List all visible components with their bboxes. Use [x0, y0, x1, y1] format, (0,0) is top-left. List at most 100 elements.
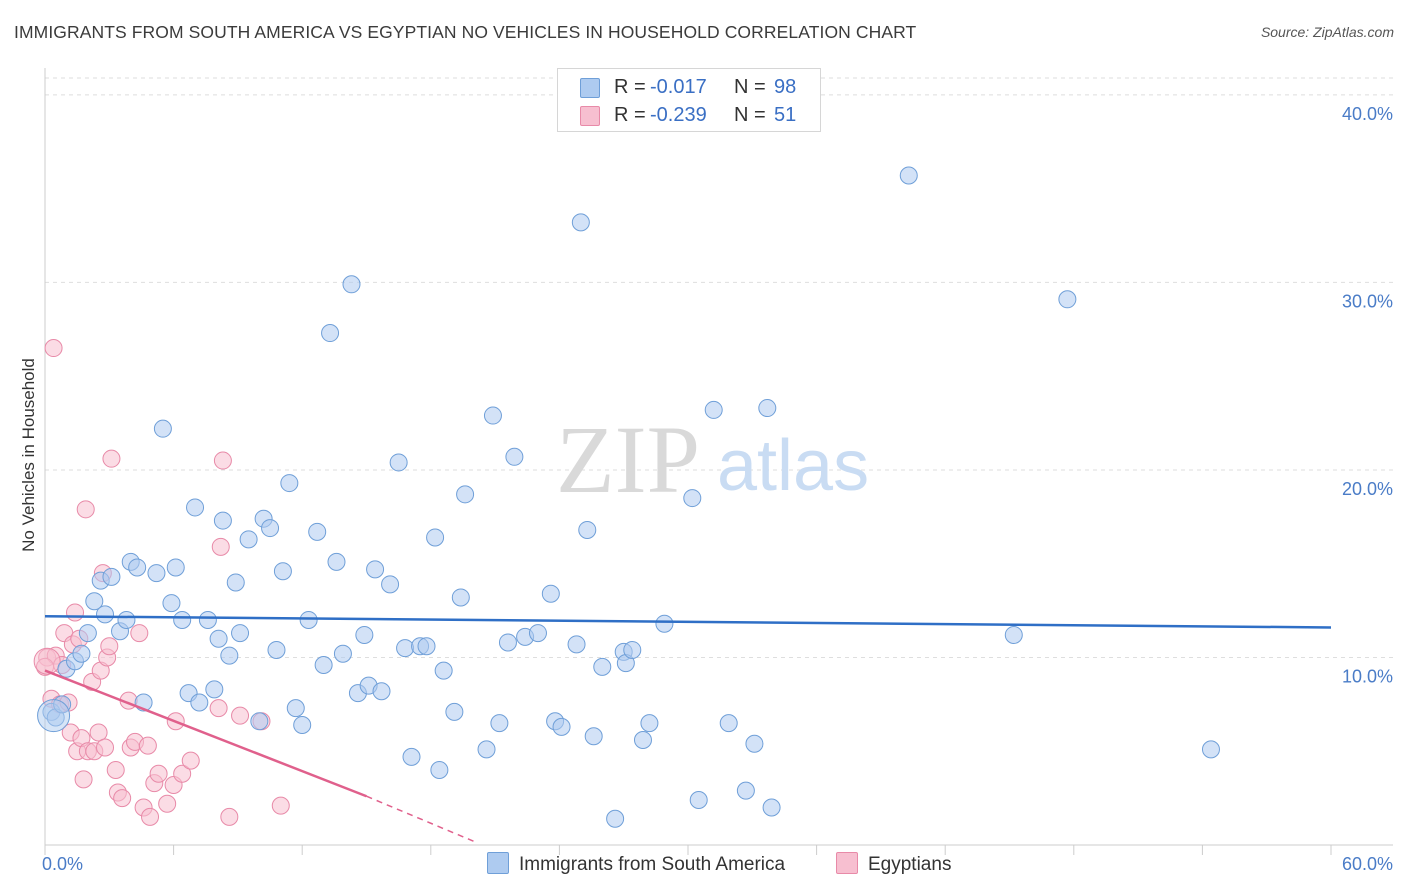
- south-america-point: [541, 584, 560, 603]
- south-america-point: [381, 575, 400, 594]
- egyptian-point: [220, 807, 239, 826]
- south-america-point: [231, 624, 250, 643]
- south-america-point: [102, 567, 121, 586]
- south-america-point: [117, 610, 136, 629]
- south-america-point: [571, 213, 590, 232]
- egyptian-point: [213, 451, 232, 470]
- y-tick-label: 20.0%: [1342, 479, 1393, 499]
- south-america-point: [456, 485, 475, 504]
- south-america-point: [736, 781, 755, 800]
- legend-r-label: R =: [614, 76, 646, 98]
- egyptian-point: [66, 603, 85, 622]
- y-tick-label: 40.0%: [1342, 104, 1393, 124]
- y-tick-label: 30.0%: [1342, 291, 1393, 311]
- south-america-point: [426, 528, 445, 547]
- south-america-point: [205, 680, 224, 699]
- south-america-point: [372, 682, 391, 701]
- egyptian-point: [100, 637, 119, 656]
- south-america-point: [293, 715, 312, 734]
- south-america-point: [623, 640, 642, 659]
- egyptian-point: [130, 624, 149, 643]
- watermark: ZIP atlas: [556, 406, 869, 513]
- legend-r-value: -0.239: [650, 104, 707, 126]
- south-america-point: [198, 610, 217, 629]
- egyptian-point: [44, 339, 63, 358]
- south-america-point: [490, 714, 509, 733]
- south-america-point: [689, 790, 708, 809]
- x-tick-label: 60.0%: [1342, 854, 1393, 874]
- south-america-point: [584, 727, 603, 746]
- south-america-point: [445, 702, 464, 721]
- south-america-point: [505, 447, 524, 466]
- correlation-legend: R = -0.017 N = 98 R = -0.239 N = 51: [557, 68, 821, 132]
- south-america-point: [186, 498, 205, 517]
- south-america-point: [762, 798, 781, 817]
- south-america-points: [37, 166, 1220, 828]
- south-america-point: [213, 511, 232, 530]
- south-america-point: [389, 453, 408, 472]
- south-america-point: [483, 406, 502, 425]
- bottom-legend-swatch-blue: [487, 852, 509, 874]
- legend-n-value: 98: [774, 76, 797, 98]
- south-america-point: [567, 635, 586, 654]
- south-america-point: [758, 399, 777, 418]
- south-america-point: [578, 520, 597, 539]
- egyptians-trend-extension: [366, 795, 474, 842]
- south-america-point: [333, 644, 352, 663]
- egyptian-point: [113, 789, 132, 808]
- source-label: Source: ZipAtlas.com: [1260, 24, 1394, 40]
- south-america-point: [226, 573, 245, 592]
- south-america-point: [166, 558, 185, 577]
- egyptian-point: [173, 764, 192, 783]
- bottom-legend-egyptians: Egyptians: [836, 852, 951, 876]
- south-america-point: [451, 588, 470, 607]
- tick-labels: 10.0% 20.0% 30.0% 40.0% 0.0% 60.0%: [42, 104, 1393, 874]
- grid-lines: [45, 77, 1393, 658]
- egyptian-point: [209, 699, 228, 718]
- south-america-point: [85, 592, 104, 611]
- egyptians-points: [33, 339, 290, 826]
- south-america-point: [745, 734, 764, 753]
- south-america-point: [190, 693, 209, 712]
- trend-lines: [44, 614, 1332, 842]
- legend-n-value: 51: [774, 104, 797, 126]
- south-america-point: [342, 275, 361, 294]
- south-america-point: [299, 610, 318, 629]
- egyptian-point: [96, 738, 115, 757]
- egyptian-point: [106, 760, 125, 779]
- south-america-point: [1004, 625, 1023, 644]
- legend-n-label: N =: [734, 76, 766, 98]
- south-america-point: [273, 562, 292, 581]
- watermark-zip: ZIP: [556, 406, 700, 513]
- south-america-point: [498, 633, 517, 652]
- south-america-point: [402, 747, 421, 766]
- south-america-point: [209, 629, 228, 648]
- south-america-point: [640, 714, 659, 733]
- south-america-point: [327, 552, 346, 571]
- legend-r-value: -0.017: [650, 76, 707, 98]
- south-america-point: [173, 610, 192, 629]
- egyptian-point: [102, 449, 121, 468]
- legend-row-egyptians: R = -0.239 N = 51: [558, 102, 820, 130]
- egyptian-point: [149, 764, 168, 783]
- egyptian-point: [181, 751, 200, 770]
- south-america-point: [250, 712, 269, 731]
- south-america-point: [239, 530, 258, 549]
- south-america-point: [719, 714, 738, 733]
- watermark-atlas: atlas: [717, 426, 869, 506]
- south-america-point: [261, 519, 280, 538]
- egyptian-point: [76, 500, 95, 519]
- egyptians-trend-line: [44, 669, 367, 798]
- south-america-point: [396, 639, 415, 658]
- south-america-point: [314, 655, 333, 674]
- south-america-point: [267, 640, 286, 659]
- south-america-point: [633, 730, 652, 749]
- south-america-point: [72, 644, 91, 663]
- egyptian-point: [158, 794, 177, 813]
- south-america-point: [308, 522, 327, 541]
- egyptian-point: [74, 770, 93, 789]
- south-america-point: [280, 474, 299, 493]
- bottom-legend-label: Egyptians: [868, 854, 952, 875]
- south-america-point: [366, 560, 385, 579]
